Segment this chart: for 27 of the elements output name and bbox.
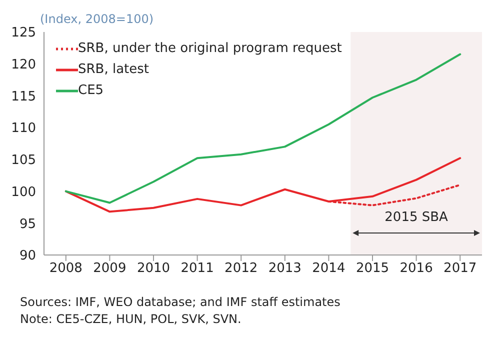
x-tick-label: 2015 xyxy=(356,261,390,276)
y-tick-label: 95 xyxy=(19,216,36,232)
x-tick-label: 2009 xyxy=(93,261,126,276)
text: (Index, 2008=100) xyxy=(40,12,154,26)
x-tick-label: 2017 xyxy=(444,261,477,276)
source-note: Sources: IMF, WEO database; and IMF staff estimates xyxy=(20,294,342,311)
y-tick-label: 125 xyxy=(11,26,36,41)
line-series xyxy=(64,157,462,213)
y-tick-label: 100 xyxy=(11,184,36,200)
x-tick-label: 2010 xyxy=(136,261,170,276)
x-tick-label: 2014 xyxy=(312,261,346,276)
y-tick-label: 90 xyxy=(19,248,36,264)
x-tick-label: 2012 xyxy=(224,261,258,276)
legend-label: SRB, latest xyxy=(78,61,150,79)
y-tick-label: 105 xyxy=(11,153,36,168)
legend-label: CE5 xyxy=(78,82,104,100)
line-series xyxy=(64,53,462,204)
x-tick-label: 2008 xyxy=(49,261,82,276)
text: Note: CE5-CZE, HUN, POL, SVK, SVN. xyxy=(20,311,242,328)
x-tick-label: 2016 xyxy=(400,261,433,276)
y-tick-label: 115 xyxy=(11,89,36,104)
y-tick-label: 110 xyxy=(11,121,36,136)
x-tick-label: 2011 xyxy=(180,261,214,276)
y-tick-label: 120 xyxy=(11,57,36,72)
x-tick-label: 2013 xyxy=(268,261,302,276)
band-label: 2015 SBA xyxy=(384,210,448,225)
legend-label: SRB, under the original program request xyxy=(78,40,342,58)
